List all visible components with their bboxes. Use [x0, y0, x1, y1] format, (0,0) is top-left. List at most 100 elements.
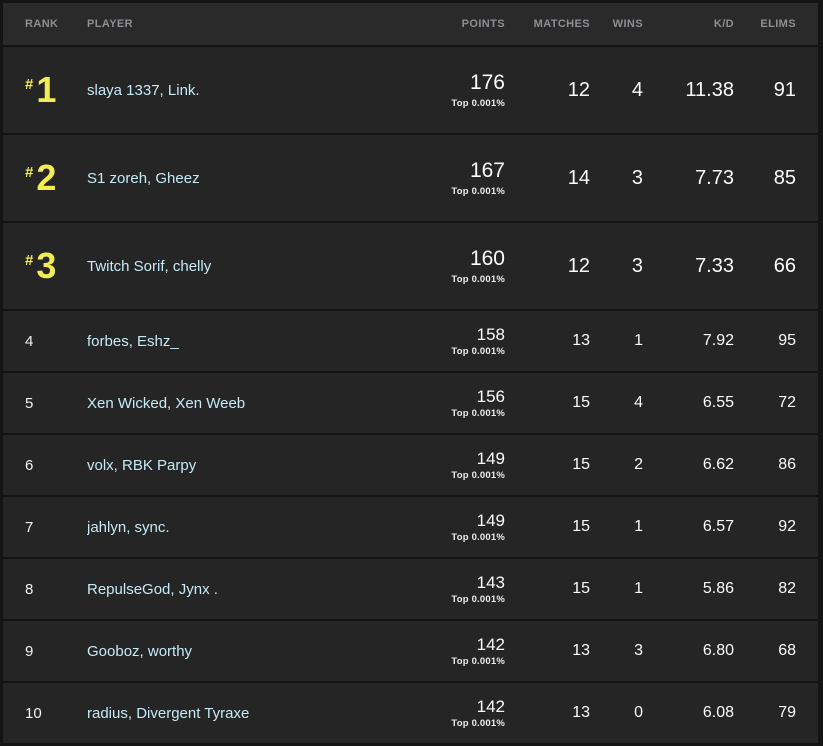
- player-names: radius, Divergent Tyraxe: [87, 704, 250, 722]
- matches-value: 12: [567, 254, 590, 277]
- elims-value: 92: [778, 518, 796, 535]
- wins-value: 2: [634, 456, 643, 473]
- player-names: volx, RBK Parpy: [87, 456, 197, 474]
- kd-value: 7.92: [702, 332, 734, 349]
- rank-number: 3: [36, 244, 56, 286]
- wins-value: 3: [631, 254, 643, 277]
- kd-value: 6.08: [702, 704, 734, 721]
- points-cell: 149 Top 0.001%: [375, 449, 505, 482]
- elims-value: 82: [778, 580, 796, 597]
- leaderboard-header: RANK PLAYER POINTS MATCHES WINS K/D ELIM…: [3, 3, 818, 45]
- rank-cell: # 5 5: [25, 395, 87, 412]
- rank-badge: # 3: [25, 244, 56, 286]
- matches-value: 13: [572, 332, 590, 349]
- points-cell: 176 Top 0.001%: [375, 71, 505, 108]
- top-percent-label: Top 0.001%: [451, 718, 505, 730]
- column-header-points: POINTS: [461, 18, 505, 30]
- leaderboard-row[interactable]: # 6 6 volx, RBK Parpy 149 Top 0.001% 15 …: [3, 433, 818, 495]
- points-value: 149: [476, 510, 505, 530]
- column-header-kd: K/D: [713, 18, 734, 30]
- elims-value: 66: [773, 254, 796, 277]
- kd-value: 7.73: [695, 166, 734, 189]
- column-header-matches: MATCHES: [533, 18, 590, 30]
- rank-number: 4: [25, 332, 34, 350]
- rank-cell: # 6 6: [25, 457, 87, 474]
- leaderboard-row[interactable]: # 8 8 RepulseGod, Jynx . 143 Top 0.001% …: [3, 557, 818, 619]
- wins-value: 1: [634, 518, 643, 535]
- kd-value: 6.62: [702, 456, 734, 473]
- player-names: S1 zoreh, Gheez: [87, 169, 200, 187]
- leaderboard-row[interactable]: # 7 7 jahlyn, sync. 149 Top 0.001% 15 1 …: [3, 495, 818, 557]
- column-header-rank: RANK: [25, 18, 59, 30]
- matches-value: 15: [572, 518, 590, 535]
- points-cell: 143 Top 0.001%: [375, 573, 505, 606]
- points-cell: 142 Top 0.001%: [375, 697, 505, 730]
- matches-value: 15: [572, 394, 590, 411]
- top-percent-label: Top 0.001%: [451, 346, 505, 358]
- points-cell: 149 Top 0.001%: [375, 511, 505, 544]
- rank-number: 7: [25, 518, 34, 536]
- player-names: Gooboz, worthy: [87, 642, 193, 660]
- top-percent-label: Top 0.001%: [451, 532, 505, 544]
- points-value: 143: [476, 572, 505, 592]
- elims-value: 85: [773, 166, 796, 189]
- rank-badge: # 2: [25, 156, 56, 198]
- rank-cell: # 1 1: [25, 71, 87, 107]
- wins-value: 3: [634, 642, 643, 659]
- points-value: 142: [476, 696, 505, 716]
- column-header-player: PLAYER: [87, 18, 134, 30]
- kd-value: 5.86: [702, 580, 734, 597]
- rank-cell: # 8 8: [25, 581, 87, 598]
- matches-value: 15: [572, 580, 590, 597]
- points-value: 167: [469, 159, 505, 183]
- player-names: slaya 1337, Link.: [87, 81, 200, 99]
- points-value: 160: [469, 247, 505, 271]
- column-header-elims: ELIMS: [760, 18, 796, 30]
- elims-value: 95: [778, 332, 796, 349]
- wins-value: 4: [634, 394, 643, 411]
- top-percent-label: Top 0.001%: [451, 185, 505, 197]
- elims-value: 79: [778, 704, 796, 721]
- rank-number: 6: [25, 456, 34, 474]
- points-cell: 160 Top 0.001%: [375, 247, 505, 284]
- wins-value: 1: [634, 580, 643, 597]
- wins-value: 4: [631, 78, 643, 101]
- kd-value: 11.38: [685, 78, 734, 101]
- kd-value: 6.80: [702, 642, 734, 659]
- rank-cell: # 3 3: [25, 244, 87, 286]
- matches-value: 15: [572, 456, 590, 473]
- column-header-wins: WINS: [612, 18, 643, 30]
- top-percent-label: Top 0.001%: [451, 594, 505, 606]
- points-cell: 156 Top 0.001%: [375, 387, 505, 420]
- player-names: forbes, Eshz_: [87, 332, 179, 350]
- player-names: Xen Wicked, Xen Weeb: [87, 394, 246, 412]
- kd-value: 7.33: [695, 254, 734, 277]
- rank-number: 2: [36, 156, 56, 198]
- points-value: 142: [476, 634, 505, 654]
- leaderboard-row[interactable]: # 1 1 slaya 1337, Link. 176 Top 0.001% 1…: [3, 45, 818, 133]
- top-percent-label: Top 0.001%: [451, 97, 505, 109]
- leaderboard-row[interactable]: # 4 4 forbes, Eshz_ 158 Top 0.001% 13 1 …: [3, 309, 818, 371]
- leaderboard-row[interactable]: # 10 10 radius, Divergent Tyraxe 142 Top…: [3, 681, 818, 743]
- wins-value: 1: [634, 332, 643, 349]
- points-value: 149: [476, 448, 505, 468]
- points-value: 176: [469, 71, 505, 95]
- matches-value: 12: [567, 78, 590, 101]
- leaderboard-row[interactable]: # 5 5 Xen Wicked, Xen Weeb 156 Top 0.001…: [3, 371, 818, 433]
- elims-value: 86: [778, 456, 796, 473]
- points-value: 158: [476, 324, 505, 344]
- rank-cell: # 10 10: [25, 705, 87, 722]
- rank-number: 8: [25, 580, 34, 598]
- leaderboard-row[interactable]: # 2 2 S1 zoreh, Gheez 167 Top 0.001% 14 …: [3, 133, 818, 221]
- points-cell: 167 Top 0.001%: [375, 159, 505, 196]
- points-value: 156: [476, 386, 505, 406]
- rank-badge: # 1: [25, 71, 56, 107]
- leaderboard-row[interactable]: # 3 3 Twitch Sorif, chelly 160 Top 0.001…: [3, 221, 818, 309]
- leaderboard-rows: # 1 1 slaya 1337, Link. 176 Top 0.001% 1…: [3, 45, 818, 743]
- rank-hash-icon: #: [25, 75, 34, 93]
- matches-value: 13: [572, 642, 590, 659]
- elims-value: 68: [778, 642, 796, 659]
- leaderboard-row[interactable]: # 9 9 Gooboz, worthy 142 Top 0.001% 13 3…: [3, 619, 818, 681]
- rank-cell: # 7 7: [25, 519, 87, 536]
